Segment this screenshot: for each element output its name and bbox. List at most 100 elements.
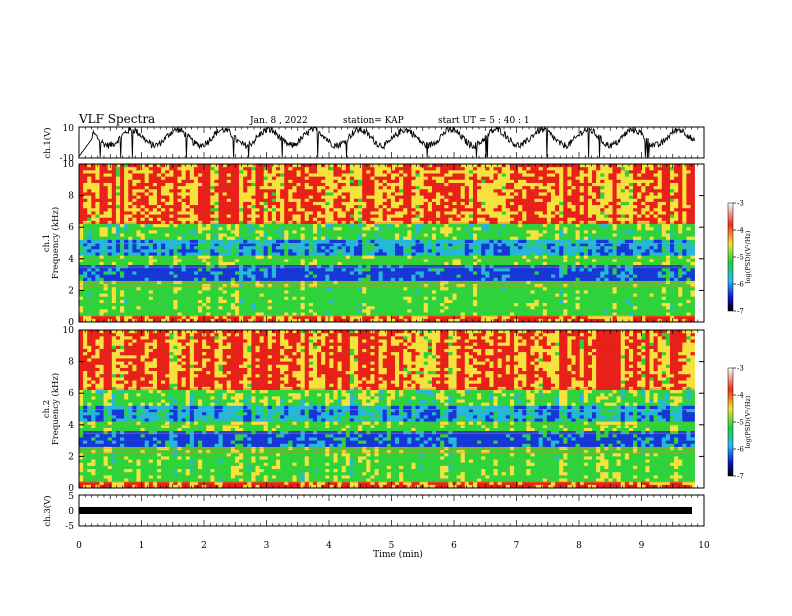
spectrogram-cell — [436, 306, 441, 310]
spectrogram-cell — [239, 293, 244, 298]
spectrogram-cell — [300, 164, 306, 168]
spectrogram-cell — [198, 239, 203, 244]
spectrogram-cell — [247, 208, 252, 212]
spectrogram-cell — [276, 318, 281, 323]
spectrogram-cell — [321, 249, 326, 253]
spectrogram-cell — [468, 170, 474, 174]
spectrogram-cell — [464, 236, 470, 241]
spectrogram-cell — [107, 167, 113, 171]
spectrogram-cell — [107, 309, 113, 313]
spectrogram-cell — [218, 214, 223, 219]
spectrogram-cell — [366, 274, 371, 279]
spectrogram-cell — [370, 192, 375, 196]
spectrogram-cell — [99, 176, 104, 181]
spectrogram-cell — [124, 214, 129, 219]
spectrogram-cell — [173, 189, 178, 193]
spectrogram-cell — [107, 201, 113, 206]
spectrogram-cell — [91, 274, 96, 279]
spectrogram-cell — [407, 261, 412, 266]
spectrogram-cell — [271, 249, 277, 253]
spectrogram-cell — [230, 236, 236, 241]
spectrogram-cell — [165, 236, 170, 241]
spectrogram-cell — [193, 176, 199, 181]
spectrogram-cell — [358, 179, 363, 184]
spectrogram-cell — [378, 208, 383, 212]
spectrogram-cell — [247, 287, 252, 291]
spectrogram-cell — [444, 230, 449, 234]
spectrogram-cell — [193, 290, 199, 294]
spectrogram-cell — [407, 217, 412, 222]
spectrogram-cell — [366, 312, 371, 316]
spectrogram-cell — [403, 214, 408, 219]
spectrogram-cell — [165, 192, 170, 196]
spectrogram-cell — [333, 214, 338, 219]
spectrogram-cell — [473, 230, 478, 234]
spectrogram-cell — [317, 227, 322, 231]
spectrogram-cell — [202, 239, 207, 244]
spectrogram-cell — [185, 287, 191, 291]
spectrogram-cell — [226, 211, 232, 215]
spectrogram-cell — [403, 167, 408, 171]
spectrogram-cell — [156, 243, 162, 247]
spectrogram-cell — [317, 173, 322, 177]
spectrogram-cell — [263, 312, 269, 316]
spectrogram-cell — [321, 268, 326, 272]
spectrogram-cell — [448, 217, 453, 222]
spectrogram-cell — [267, 296, 273, 301]
spectrogram-cell — [390, 309, 396, 313]
spectrogram-cell — [255, 173, 260, 177]
spectrogram-cell — [444, 303, 449, 307]
spectrogram-cell — [107, 290, 113, 294]
spectrogram-cell — [239, 170, 244, 174]
spectrogram-cell — [481, 315, 486, 320]
spectrogram-cell — [132, 195, 137, 200]
spectrogram-cell — [83, 261, 88, 266]
spectrogram-cell — [226, 287, 232, 291]
spectrogram-cell — [173, 287, 178, 291]
spectrogram-cell — [251, 167, 256, 171]
spectrogram-cell — [284, 164, 289, 168]
spectrogram-cell — [251, 227, 256, 231]
spectrogram-cell — [136, 243, 141, 247]
spectrogram-cell — [456, 201, 461, 206]
spectrogram-cell — [448, 296, 453, 301]
spectrogram-cell — [239, 290, 244, 294]
spectrogram-cell — [473, 182, 478, 187]
spectrogram-cell — [312, 252, 318, 256]
spectrogram-cell — [423, 239, 429, 244]
spectrogram-cell — [353, 167, 359, 171]
spectrogram-cell — [120, 318, 125, 323]
spectrogram-cell — [128, 176, 133, 181]
spectrogram-cell — [304, 236, 310, 241]
spectrogram-cell — [210, 255, 215, 260]
spectrogram-cell — [124, 293, 129, 298]
spectrogram-cell — [226, 309, 232, 313]
spectrogram-cell — [374, 230, 379, 234]
spectrogram-cell — [337, 164, 342, 168]
spectrogram-cell — [206, 239, 211, 244]
spectrogram-cell — [99, 306, 104, 310]
spectrogram-cell — [292, 268, 297, 272]
spectrogram-cell — [349, 255, 355, 260]
spectrogram-cell — [280, 179, 285, 184]
spectrogram-cell — [485, 208, 490, 212]
spectrogram-cell — [390, 211, 396, 215]
spectrogram-cell — [349, 201, 355, 206]
spectrogram-cell — [87, 306, 92, 310]
spectrogram-cell — [144, 239, 150, 244]
spectrogram-cell — [255, 293, 260, 298]
spectrogram-cell — [423, 274, 429, 279]
spectrogram-cell — [362, 192, 367, 196]
spectrogram-cell — [210, 306, 215, 310]
spectrogram-cell — [87, 239, 92, 244]
spectrogram-cell — [107, 217, 113, 222]
spectrogram-cell — [353, 290, 359, 294]
spectrogram-cell — [267, 230, 273, 234]
spectrogram-cell — [337, 217, 342, 222]
spectrogram-cell — [206, 271, 211, 275]
spectrogram-cell — [173, 306, 178, 310]
spectrogram-cell — [378, 214, 383, 219]
spectrogram-cell — [193, 205, 199, 209]
spectrogram-cell — [136, 233, 141, 237]
spectrogram-cell — [366, 252, 371, 256]
